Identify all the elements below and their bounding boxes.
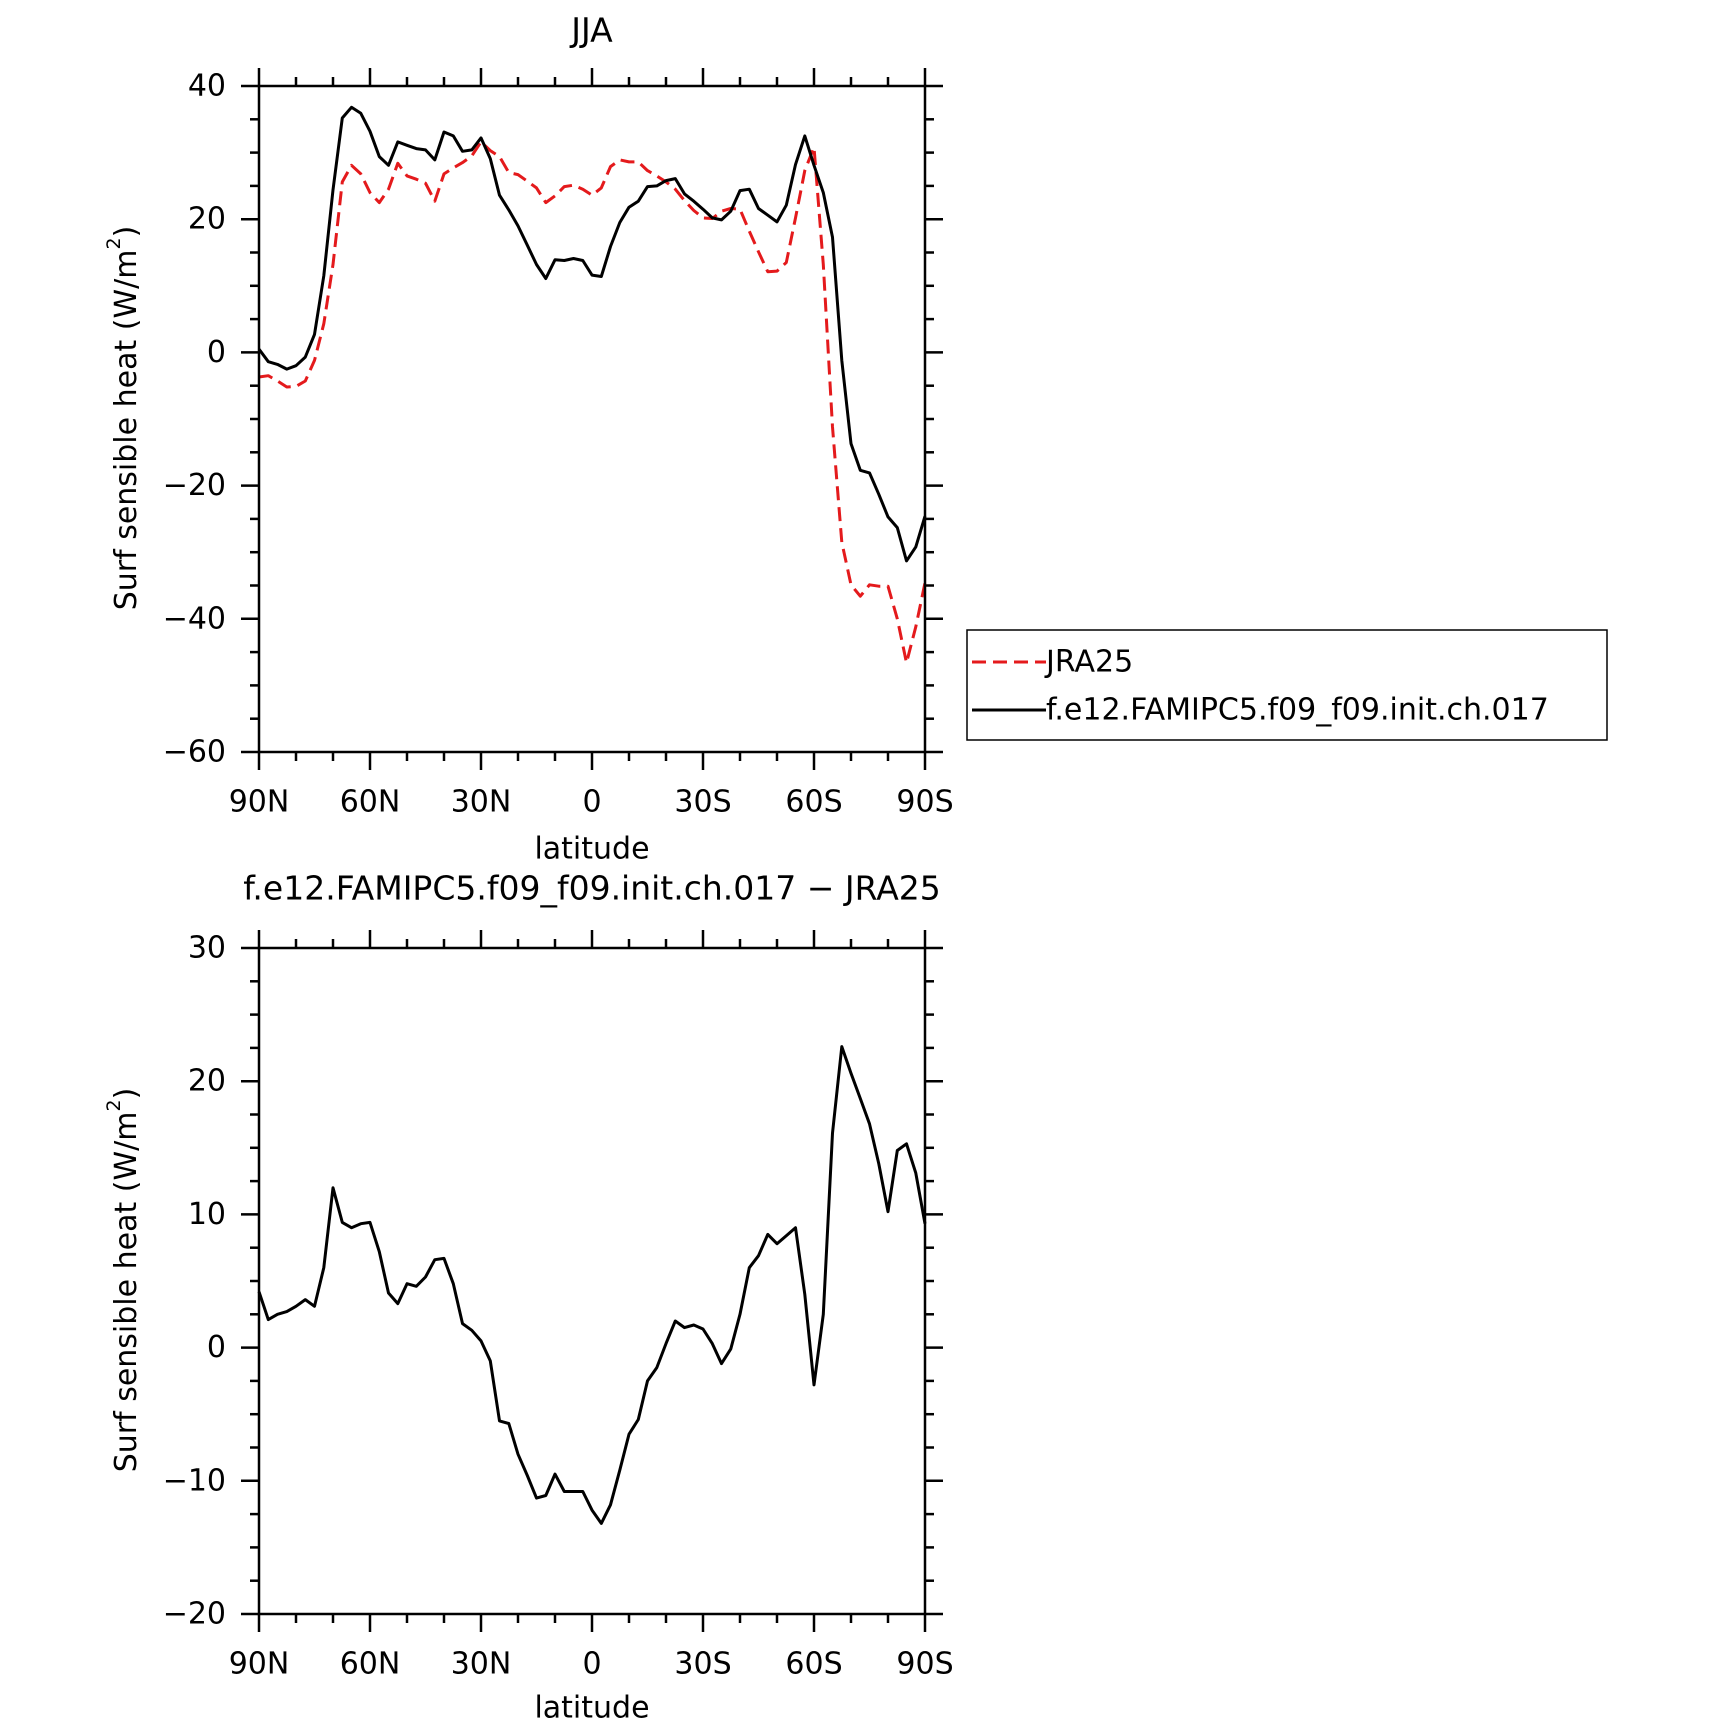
bottom-y-axis-label-text: Surf sensible heat (W/m [109, 1112, 144, 1473]
top-y-axis-label-tail: ) [109, 226, 144, 238]
legend-label-jra25: JRA25 [1044, 645, 1133, 680]
y-tick-label: −10 [163, 1463, 226, 1498]
bottom-y-axis-label: Surf sensible heat (W/m2) [103, 1088, 144, 1473]
x-tick-label: 0 [582, 785, 601, 820]
x-tick-label: 30N [451, 1647, 512, 1682]
y-tick-label: 0 [207, 335, 226, 370]
y-tick-label: 40 [188, 69, 226, 104]
bottom-y-axis-label-sup: 2 [103, 1099, 125, 1111]
bottom-panel-ticks [241, 930, 943, 1632]
y-tick-label: 0 [207, 1330, 226, 1365]
bottom-x-tick-labels: 90N 60N 30N 0 30S 60S 90S [229, 1647, 954, 1682]
y-tick-label: −60 [163, 735, 226, 770]
legend: JRA25 f.e12.FAMIPC5.f09_f09.init.ch.017 [966, 629, 1608, 741]
y-tick-label: 30 [188, 931, 226, 966]
x-tick-label: 60S [785, 785, 842, 820]
x-tick-label: 60S [785, 1647, 842, 1682]
x-tick-label: 90N [229, 1647, 290, 1682]
x-tick-label: 90S [896, 785, 953, 820]
bottom-panel-title: f.e12.FAMIPC5.f09_f09.init.ch.017 − JRA2… [243, 869, 941, 908]
bottom-y-axis-label-tail: ) [109, 1088, 144, 1100]
y-tick-label: 10 [188, 1197, 226, 1232]
x-tick-label: 90S [896, 1647, 953, 1682]
bottom-x-axis-label: latitude [534, 1691, 649, 1723]
series-line-1 [257, 105, 927, 563]
top-y-tick-labels: 40 20 0 −20 −40 −60 [163, 69, 226, 770]
x-tick-label: 30N [451, 785, 512, 820]
x-tick-label: 30S [674, 1647, 731, 1682]
top-panel-series [257, 105, 927, 665]
top-plot-frame [257, 84, 927, 754]
series-line-0 [257, 1045, 927, 1525]
y-tick-label: −20 [163, 468, 226, 503]
x-tick-label: 30S [674, 785, 731, 820]
x-tick-label: 90N [229, 785, 290, 820]
y-tick-label: 20 [188, 202, 226, 237]
y-tick-label: 20 [188, 1064, 226, 1099]
bottom-y-tick-labels: 30 20 10 0 −10 −20 [163, 931, 226, 1632]
top-y-axis-label: Surf sensible heat (W/m2) [103, 226, 144, 611]
top-x-tick-labels: 90N 60N 30N 0 30S 60S 90S [229, 785, 954, 820]
bottom-panel: f.e12.FAMIPC5.f09_f09.init.ch.017 − JRA2… [103, 869, 954, 1723]
legend-box [966, 629, 1608, 741]
x-tick-label: 60N [340, 785, 401, 820]
y-tick-label: −40 [163, 601, 226, 636]
bottom-plot-frame [257, 946, 927, 1616]
top-x-axis-label: latitude [534, 832, 649, 867]
top-panel: JJA 90N 60N 30N 0 30S 60S 90S 40 20 0 −20 −40 −60 l… [103, 11, 1608, 867]
top-panel-ticks [241, 68, 943, 770]
top-y-axis-label-text: Surf sensible heat (W/m [109, 250, 144, 611]
top-y-axis-label-sup: 2 [103, 237, 125, 249]
y-tick-label: −20 [163, 1597, 226, 1632]
bottom-panel-series [257, 1045, 927, 1525]
x-tick-label: 60N [340, 1647, 401, 1682]
x-tick-label: 0 [582, 1647, 601, 1682]
top-panel-title: JJA [569, 11, 613, 50]
series-line-0 [258, 140, 927, 665]
legend-label-model: f.e12.FAMIPC5.f09_f09.init.ch.017 [1046, 693, 1549, 728]
